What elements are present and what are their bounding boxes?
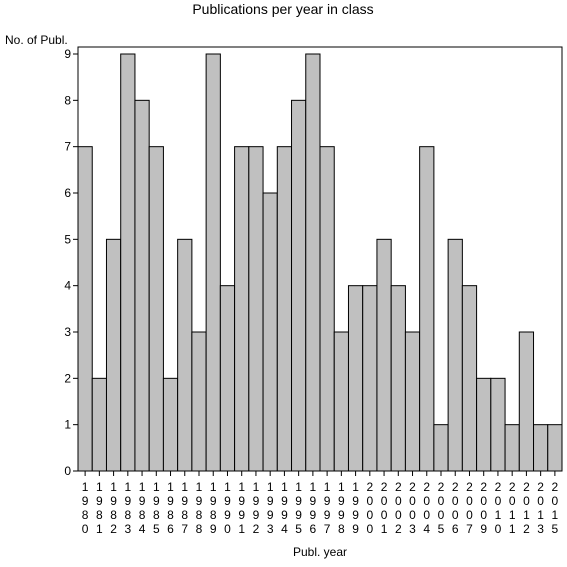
y-tick-label-2: 2 [64, 371, 71, 385]
bar-2005 [433, 424, 449, 472]
bar-2001 [376, 238, 392, 472]
bar-1994 [276, 146, 293, 472]
bar-1982 [105, 238, 122, 472]
bar-2002 [390, 285, 406, 472]
y-tick-label-0: 0 [64, 464, 71, 478]
bar-2004 [419, 146, 435, 472]
bar-2006 [447, 238, 463, 472]
bar-2013 [533, 424, 549, 472]
bar-1988 [191, 331, 207, 472]
y-tick-label-4: 4 [64, 279, 71, 293]
y-axis: 0 1 2 3 4 5 6 7 8 9 [64, 47, 78, 478]
bar-1993 [262, 192, 278, 472]
bar-1992 [248, 146, 264, 472]
y-tick-label-5: 5 [64, 232, 71, 246]
bar-1997 [319, 146, 335, 472]
bar-1998 [333, 331, 349, 472]
y-tick-label-6: 6 [64, 186, 71, 200]
bar-1980 [77, 146, 93, 472]
y-tick-label-8: 8 [64, 93, 71, 107]
y-tick-label-7: 7 [64, 140, 71, 154]
bar-1991 [234, 146, 250, 472]
plot-frame [77, 46, 563, 472]
bar-1983 [120, 53, 136, 472]
bar-2007 [461, 285, 478, 472]
y-axis-label: No. of Publ. [5, 33, 68, 47]
bar-1989 [205, 53, 221, 472]
bar-1990 [219, 285, 236, 472]
bar-1995 [291, 99, 307, 472]
bars-group [77, 53, 563, 472]
y-tick-label-1: 1 [64, 418, 71, 432]
x-axis-label: Publ. year [293, 545, 347, 559]
bar-1987 [177, 238, 193, 472]
bar-1999 [347, 285, 364, 472]
bar-2009 [476, 377, 492, 472]
bar-2015 [547, 424, 563, 472]
bar-2012 [518, 331, 535, 472]
bar-2000 [362, 285, 378, 472]
bar-1985 [148, 146, 164, 472]
bar-1986 [162, 377, 179, 472]
x-axis: 1 9 8 0 1 9 8 1 1 9 8 2 1 9 8 3 1 9 8 4 1 9 8 5 1 9 8 6 1 9 8 7 1 9 8 8 1 9 8 9… [82, 471, 559, 536]
bar-1996 [305, 53, 321, 472]
chart-title: Publications per year in class [192, 1, 373, 17]
bar-2003 [404, 331, 421, 472]
bar-2011 [504, 424, 520, 472]
y-tick-label-9: 9 [64, 47, 71, 61]
y-tick-label-3: 3 [64, 325, 71, 339]
bar-1984 [134, 99, 150, 472]
bar-1981 [91, 377, 107, 472]
bar-2010 [490, 377, 506, 472]
